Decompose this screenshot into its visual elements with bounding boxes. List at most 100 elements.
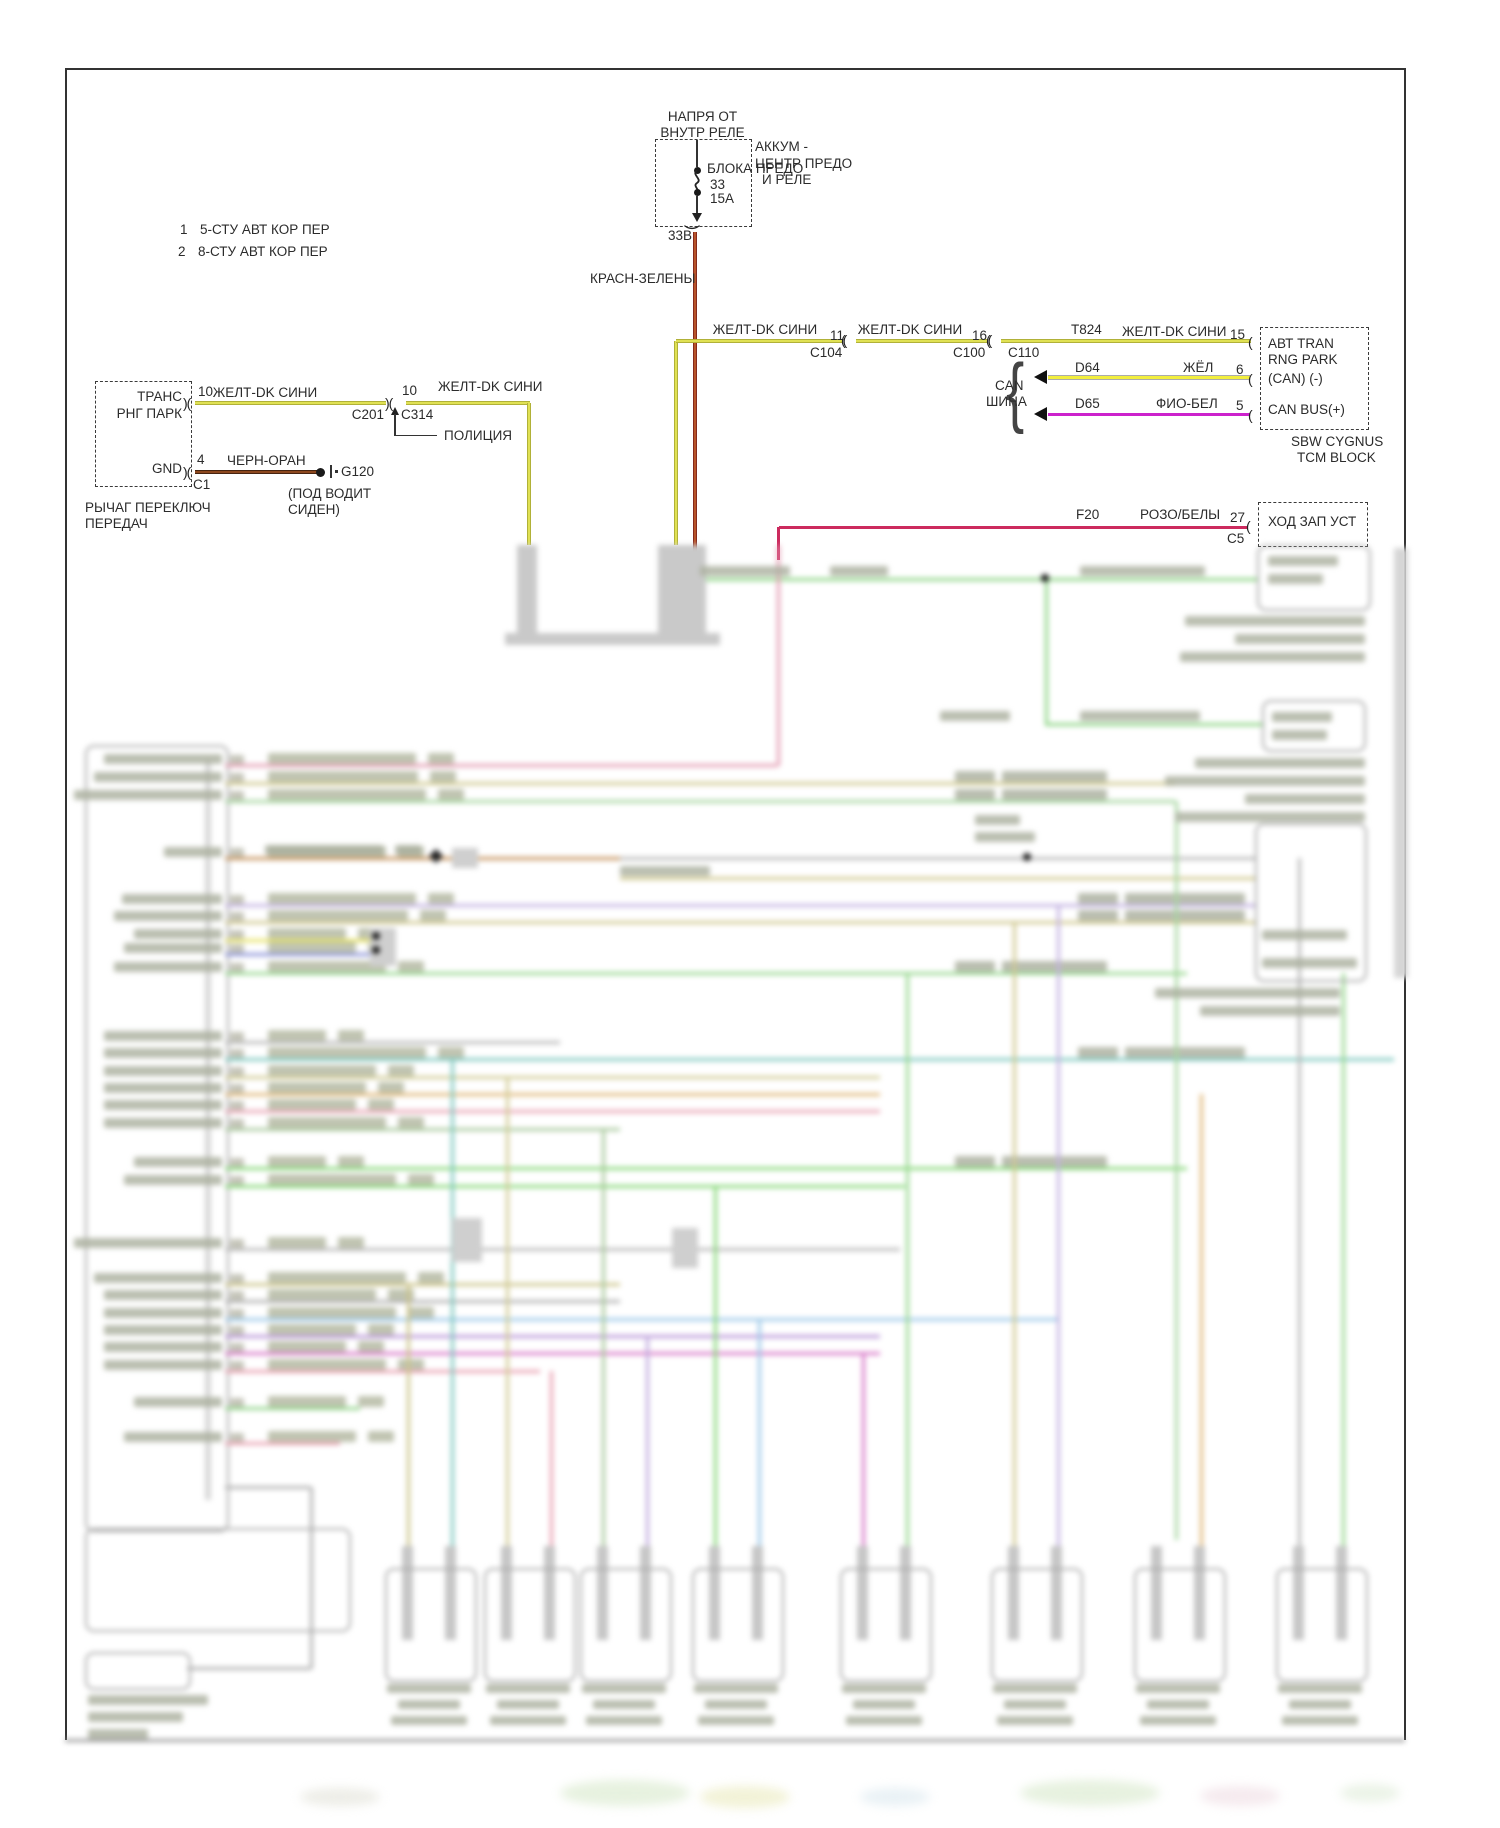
bottom-box-stub [857, 1546, 868, 1640]
blurred-text-block [1155, 988, 1340, 998]
blurred-text-block [230, 1032, 244, 1041]
bottom-box-stub [501, 1546, 512, 1640]
blurred-text-block [853, 1700, 915, 1709]
blurred-wire-v [1298, 858, 1301, 1568]
blurred-wire-v [550, 1371, 553, 1568]
blurred-text-block [388, 1289, 414, 1300]
wire-label-yellow: ЖЁЛ [1183, 360, 1214, 375]
bottom-box-stub [1194, 1546, 1205, 1640]
blurred-splice-dot [1023, 853, 1031, 861]
blurred-text-block [398, 961, 424, 972]
tcm-box [1260, 327, 1369, 430]
blurred-connector-bar [505, 633, 720, 645]
blurred-text-block [398, 1117, 424, 1128]
blurred-wire-h [225, 1299, 620, 1303]
wire-d64: D64 [1075, 360, 1100, 375]
blurred-text-block [391, 1716, 467, 1725]
blurred-wire-h [225, 920, 1255, 924]
bottom-box-stub [1008, 1546, 1019, 1640]
fuse-box [655, 139, 752, 227]
blurred-text-block [104, 1290, 222, 1300]
trans-label-line2: РНГ ПАРК [116, 406, 182, 421]
blurred-text-block [268, 1359, 386, 1370]
blurred-wire-h [1045, 722, 1262, 726]
blurred-text-block [940, 711, 1010, 721]
blurred-text-block [268, 910, 408, 921]
blurred-text-block [1002, 1156, 1107, 1167]
ground-caption-line1: (ПОД ВОДИТ [288, 486, 372, 501]
blurred-connector-bar [452, 848, 478, 868]
blurred-wire-h [225, 938, 372, 942]
blurred-text-block [268, 942, 356, 953]
connector-symbol: ( [1246, 518, 1251, 534]
blurred-text-block [420, 910, 446, 921]
blurred-text-block [268, 789, 426, 800]
blurred-text-block [268, 1324, 356, 1335]
blurred-text-block [88, 1695, 208, 1705]
blurred-text-block [955, 1156, 995, 1167]
blurred-wire-v [506, 1077, 509, 1568]
blurred-wire-v [1045, 579, 1048, 724]
blurred-text-block [230, 1433, 244, 1442]
ground-g120-label: G120 [341, 464, 375, 479]
fuse-number: 33 [710, 177, 726, 192]
blurred-text-block [993, 1684, 1077, 1693]
blurred-text-block [388, 1065, 414, 1076]
blurred-text-block [705, 1700, 767, 1709]
blurred-text-block [74, 790, 222, 800]
blurred-text-block [830, 566, 888, 576]
frame-top [65, 68, 1406, 70]
blurred-wire-h [225, 1166, 1187, 1170]
blurred-connector-bar [658, 545, 706, 635]
blurred-wire-h [620, 856, 1255, 860]
trans-pin-10: 10 [198, 384, 214, 399]
trans-caption-line2: ПЕРЕДАЧ [85, 516, 148, 531]
ground-symbol-bar [330, 465, 332, 478]
conn-c104: C104 [810, 345, 843, 360]
blurred-wire-v [714, 1186, 717, 1568]
blurred-wire-h [225, 1184, 905, 1188]
wire-label-yellow-dkblue-2: ЖЕЛТ-DK СИНИ [438, 379, 543, 394]
blurred-text-block [1195, 758, 1365, 768]
blurred-text-block [230, 1049, 244, 1058]
fuse-terminal-bottom [693, 189, 701, 196]
blurred-connector-bar [452, 1218, 482, 1262]
blurred-text-block [230, 1291, 244, 1300]
run-t824: T824 [1071, 322, 1102, 337]
blurred-text-block [955, 789, 995, 800]
blurred-wire-h [225, 1075, 880, 1079]
blurred-text-block [122, 894, 222, 904]
fuse-rating: 15A [710, 191, 735, 206]
conn-c201: C201 [351, 407, 384, 422]
wire-yellow-dkblue-2-drop [526, 403, 531, 545]
blurred-text-block [230, 944, 244, 953]
blurred-wire-h [225, 1317, 1060, 1321]
blurred-text-block [164, 847, 222, 857]
blurred-text-block [358, 1396, 384, 1407]
blurred-text-block [338, 1237, 364, 1248]
bottom-box-stub [640, 1546, 651, 1640]
fusebox-name-line2: ЦЕНТР ПРЕДО [755, 156, 853, 171]
blurred-text-block [698, 1716, 774, 1725]
blurred-text-block [230, 1326, 244, 1335]
fuse-lead-bottom [695, 196, 698, 214]
blurred-text-block [230, 773, 244, 782]
blurred-text-block [268, 753, 416, 764]
bottom-connector-box [840, 1568, 932, 1682]
blurred-text-block [104, 1308, 222, 1318]
legend-item-1-num: 1 [180, 222, 188, 237]
blurred-text-block [582, 1684, 666, 1693]
trans-caption-line1: РЫЧАГ ПЕРЕКЛЮЧ [85, 500, 211, 515]
blurred-text-block [268, 961, 386, 972]
blurred-text-block [1080, 566, 1205, 576]
junction-pin-10: 10 [402, 383, 418, 398]
trans-label-line1: ТРАНС [137, 389, 182, 404]
blurred-text-block [1235, 634, 1365, 644]
trans-range-box [95, 381, 192, 487]
bottom-box-stub [1336, 1546, 1347, 1640]
conn-c314: C314 [401, 407, 434, 422]
blurred-text-block [74, 1238, 222, 1248]
blurred-text-block [268, 1289, 376, 1300]
blurred-text-block [230, 1274, 244, 1283]
